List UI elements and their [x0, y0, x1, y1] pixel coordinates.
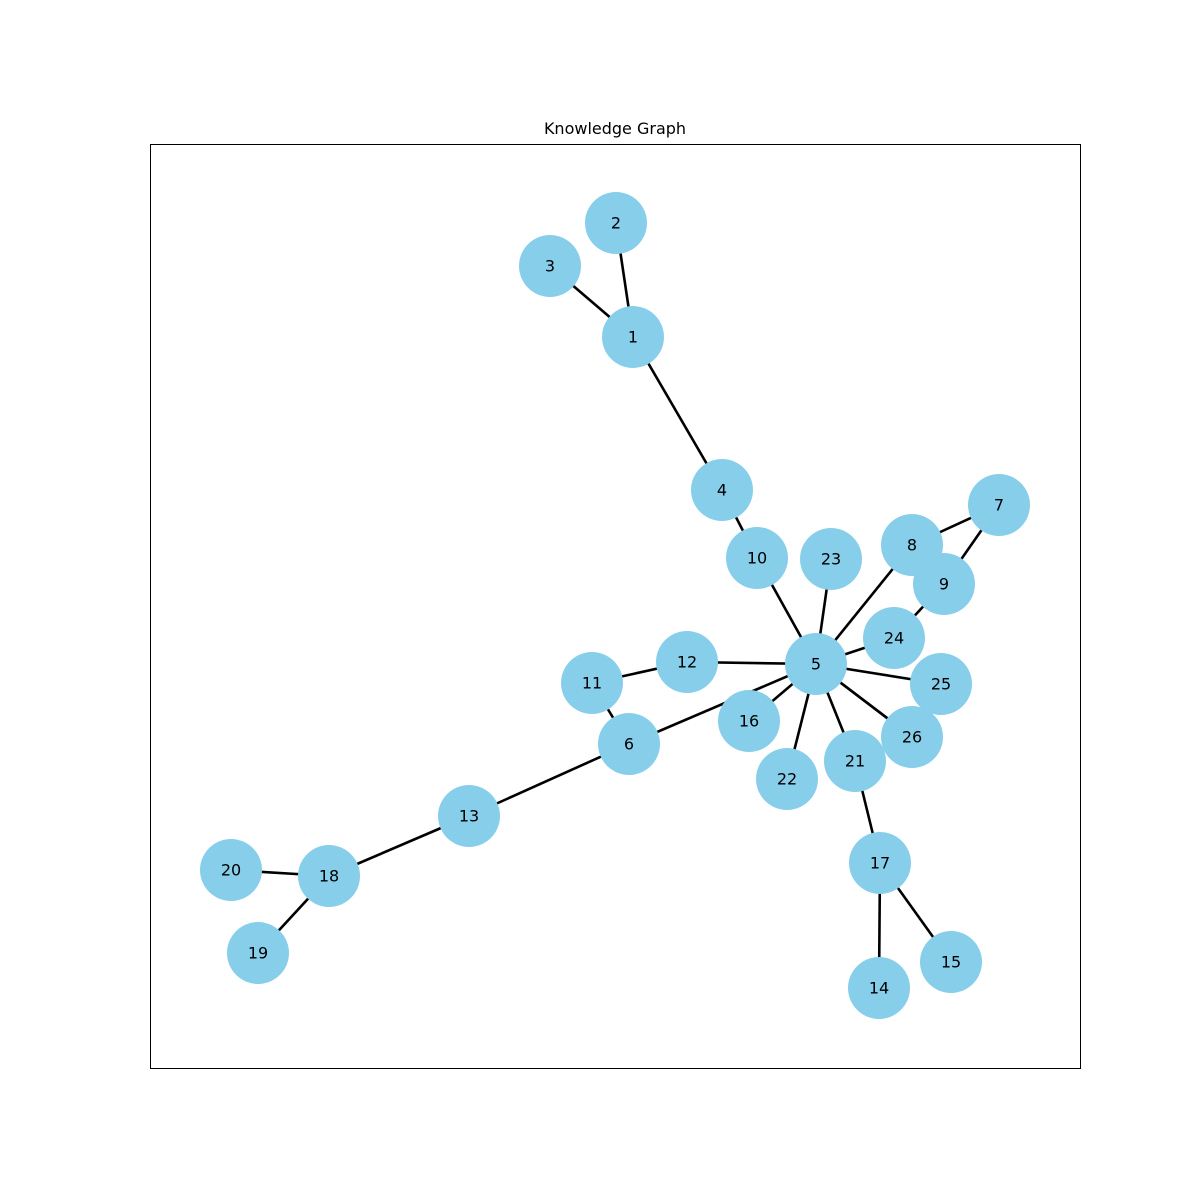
node-circle-14	[848, 957, 910, 1019]
node-23: 23	[800, 528, 862, 590]
node-circle-19	[227, 922, 289, 984]
node-label-1: 1	[628, 328, 638, 347]
node-circle-25	[910, 653, 972, 715]
node-label-15: 15	[941, 953, 961, 972]
node-circle-3	[519, 235, 581, 297]
node-3: 3	[519, 235, 581, 297]
node-14: 14	[848, 957, 910, 1019]
node-circle-6	[598, 713, 660, 775]
node-10: 10	[726, 527, 788, 589]
node-circle-10	[726, 527, 788, 589]
node-15: 15	[920, 931, 982, 993]
node-2: 2	[585, 192, 647, 254]
node-circle-2	[585, 192, 647, 254]
node-label-17: 17	[870, 854, 890, 873]
node-label-10: 10	[747, 549, 767, 568]
node-5: 5	[785, 633, 847, 695]
node-circle-26	[881, 706, 943, 768]
node-label-7: 7	[994, 496, 1004, 515]
node-circle-15	[920, 931, 982, 993]
node-label-6: 6	[624, 735, 634, 754]
node-label-11: 11	[582, 674, 602, 693]
node-7: 7	[968, 474, 1030, 536]
node-19: 19	[227, 922, 289, 984]
plot-frame	[150, 144, 1081, 1069]
node-16: 16	[718, 690, 780, 752]
node-26: 26	[881, 706, 943, 768]
node-label-20: 20	[221, 861, 241, 880]
node-12: 12	[656, 631, 718, 693]
node-label-9: 9	[939, 575, 949, 594]
node-label-18: 18	[319, 867, 339, 886]
nodes-layer: 1234567891011121314151617181920212223242…	[200, 192, 1030, 1019]
node-20: 20	[200, 839, 262, 901]
node-label-24: 24	[884, 629, 904, 648]
node-label-22: 22	[777, 770, 797, 789]
edge-6-5	[628, 662, 817, 746]
node-circle-5	[785, 633, 847, 695]
node-18: 18	[298, 845, 360, 907]
node-label-8: 8	[907, 536, 917, 555]
node-circle-24	[863, 607, 925, 669]
node-6: 6	[598, 713, 660, 775]
node-label-14: 14	[869, 979, 889, 998]
graph-title: Knowledge Graph	[543, 119, 687, 138]
node-13: 13	[438, 785, 500, 847]
node-label-2: 2	[611, 214, 621, 233]
node-4: 4	[691, 459, 753, 521]
node-label-19: 19	[248, 944, 268, 963]
node-9: 9	[913, 553, 975, 615]
node-24: 24	[863, 607, 925, 669]
node-circle-16	[718, 690, 780, 752]
node-label-16: 16	[739, 712, 759, 731]
node-11: 11	[561, 652, 623, 714]
node-circle-22	[756, 748, 818, 810]
node-label-21: 21	[845, 752, 865, 771]
node-label-4: 4	[717, 481, 727, 500]
node-22: 22	[756, 748, 818, 810]
node-label-26: 26	[902, 728, 922, 747]
node-label-23: 23	[821, 550, 841, 569]
node-circle-23	[800, 528, 862, 590]
node-label-3: 3	[545, 257, 555, 276]
node-17: 17	[849, 832, 911, 894]
node-circle-17	[849, 832, 911, 894]
node-circle-9	[913, 553, 975, 615]
node-1: 1	[602, 306, 664, 368]
node-25: 25	[910, 653, 972, 715]
node-circle-7	[968, 474, 1030, 536]
node-21: 21	[824, 730, 886, 792]
node-circle-4	[691, 459, 753, 521]
node-label-12: 12	[677, 653, 697, 672]
node-circle-21	[824, 730, 886, 792]
node-circle-11	[561, 652, 623, 714]
node-circle-20	[200, 839, 262, 901]
node-circle-13	[438, 785, 500, 847]
node-circle-12	[656, 631, 718, 693]
node-circle-1	[602, 306, 664, 368]
node-circle-18	[298, 845, 360, 907]
node-label-13: 13	[459, 807, 479, 826]
node-label-5: 5	[811, 655, 821, 674]
node-label-25: 25	[931, 675, 951, 694]
